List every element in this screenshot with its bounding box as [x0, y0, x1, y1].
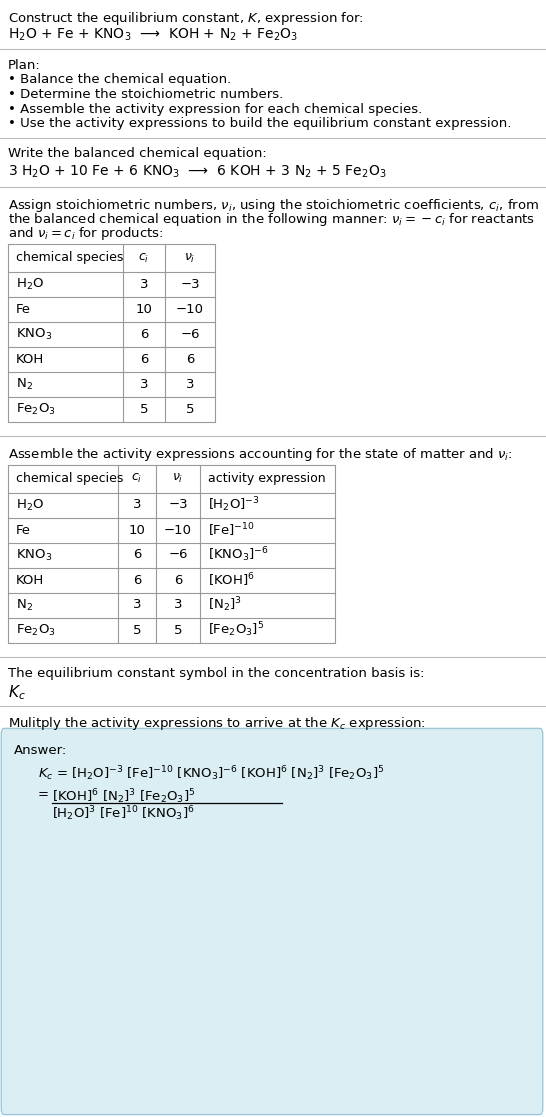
Text: [N$_2$]$^3$: [N$_2$]$^3$: [208, 595, 242, 614]
Text: −3: −3: [180, 278, 200, 292]
Text: 5: 5: [133, 623, 141, 637]
Text: KOH: KOH: [16, 573, 44, 586]
Text: the balanced chemical equation in the following manner: $\nu_i = -c_i$ for react: the balanced chemical equation in the fo…: [8, 211, 535, 228]
Text: −10: −10: [176, 303, 204, 316]
Text: −10: −10: [164, 524, 192, 536]
Text: 6: 6: [133, 548, 141, 562]
Text: 10: 10: [135, 303, 152, 316]
Text: 3: 3: [133, 599, 141, 611]
Text: 6: 6: [133, 573, 141, 586]
Text: [Fe]$^{-10}$: [Fe]$^{-10}$: [208, 522, 255, 538]
Text: 3: 3: [186, 378, 194, 391]
Text: 3: 3: [174, 599, 182, 611]
Text: [H$_2$O]$^3$ [Fe]$^{10}$ [KNO$_3$]$^6$: [H$_2$O]$^3$ [Fe]$^{10}$ [KNO$_3$]$^6$: [52, 804, 195, 823]
Text: • Assemble the activity expression for each chemical species.: • Assemble the activity expression for e…: [8, 103, 422, 115]
Text: [KNO$_3$]$^{-6}$: [KNO$_3$]$^{-6}$: [208, 545, 269, 564]
Text: activity expression: activity expression: [208, 472, 325, 485]
Text: 3: 3: [140, 378, 149, 391]
Text: $c_i$: $c_i$: [132, 472, 143, 485]
Text: • Determine the stoichiometric numbers.: • Determine the stoichiometric numbers.: [8, 88, 283, 101]
Text: $K_c$ = [H$_2$O]$^{-3}$ [Fe]$^{-10}$ [KNO$_3$]$^{-6}$ [KOH]$^6$ [N$_2$]$^3$ [Fe$: $K_c$ = [H$_2$O]$^{-3}$ [Fe]$^{-10}$ [KN…: [38, 764, 384, 783]
Text: −6: −6: [168, 548, 188, 562]
Text: Assemble the activity expressions accounting for the state of matter and $\nu_i$: Assemble the activity expressions accoun…: [8, 446, 513, 464]
Text: chemical species: chemical species: [16, 251, 123, 265]
Text: 3: 3: [133, 498, 141, 512]
Text: H$_2$O: H$_2$O: [16, 497, 44, 513]
Text: and $\nu_i = c_i$ for products:: and $\nu_i = c_i$ for products:: [8, 226, 164, 242]
Text: 5: 5: [140, 403, 149, 416]
Text: Fe$_2$O$_3$: Fe$_2$O$_3$: [16, 622, 56, 638]
Text: −6: −6: [180, 328, 200, 341]
Text: −3: −3: [168, 498, 188, 512]
Text: $\nu_i$: $\nu_i$: [173, 472, 183, 485]
Text: $K_c$: $K_c$: [8, 682, 26, 701]
Text: 3 H$_2$O + 10 Fe + 6 KNO$_3$  ⟶  6 KOH + 3 N$_2$ + 5 Fe$_2$O$_3$: 3 H$_2$O + 10 Fe + 6 KNO$_3$ ⟶ 6 KOH + 3…: [8, 164, 387, 181]
Text: 3: 3: [140, 278, 149, 292]
Text: =: =: [38, 789, 49, 802]
Text: KNO$_3$: KNO$_3$: [16, 547, 52, 563]
Text: Fe$_2$O$_3$: Fe$_2$O$_3$: [16, 402, 56, 417]
Text: Mulitply the activity expressions to arrive at the $K_c$ expression:: Mulitply the activity expressions to arr…: [8, 716, 426, 733]
Text: H$_2$O + Fe + KNO$_3$  ⟶  KOH + N$_2$ + Fe$_2$O$_3$: H$_2$O + Fe + KNO$_3$ ⟶ KOH + N$_2$ + Fe…: [8, 27, 298, 42]
Text: The equilibrium constant symbol in the concentration basis is:: The equilibrium constant symbol in the c…: [8, 667, 424, 679]
Text: $\nu_i$: $\nu_i$: [185, 251, 195, 265]
Text: [KOH]$^6$: [KOH]$^6$: [208, 571, 255, 589]
Text: Answer:: Answer:: [14, 744, 67, 757]
Bar: [8, 465, 335, 642]
Text: H$_2$O: H$_2$O: [16, 277, 44, 292]
Text: 6: 6: [140, 353, 148, 366]
Bar: [8, 244, 215, 422]
Text: • Use the activity expressions to build the equilibrium constant expression.: • Use the activity expressions to build …: [8, 117, 512, 130]
Text: • Balance the chemical equation.: • Balance the chemical equation.: [8, 74, 232, 86]
Text: Construct the equilibrium constant, $K$, expression for:: Construct the equilibrium constant, $K$,…: [8, 10, 364, 27]
Text: KOH: KOH: [16, 353, 44, 366]
Text: [Fe$_2$O$_3$]$^5$: [Fe$_2$O$_3$]$^5$: [208, 621, 264, 639]
Text: N$_2$: N$_2$: [16, 598, 33, 612]
Text: KNO$_3$: KNO$_3$: [16, 327, 52, 342]
Text: $c_i$: $c_i$: [138, 251, 150, 265]
Text: Fe: Fe: [16, 524, 31, 536]
Text: 6: 6: [174, 573, 182, 586]
Text: [H$_2$O]$^{-3}$: [H$_2$O]$^{-3}$: [208, 496, 260, 514]
Text: Assign stoichiometric numbers, $\nu_i$, using the stoichiometric coefficients, $: Assign stoichiometric numbers, $\nu_i$, …: [8, 197, 539, 213]
Text: 10: 10: [128, 524, 145, 536]
Text: [KOH]$^6$ [N$_2$]$^3$ [Fe$_2$O$_3$]$^5$: [KOH]$^6$ [N$_2$]$^3$ [Fe$_2$O$_3$]$^5$: [52, 787, 195, 805]
FancyBboxPatch shape: [1, 728, 543, 1115]
Text: Fe: Fe: [16, 303, 31, 316]
Text: Write the balanced chemical equation:: Write the balanced chemical equation:: [8, 147, 267, 161]
Text: chemical species: chemical species: [16, 472, 123, 485]
Text: 5: 5: [174, 623, 182, 637]
Text: 6: 6: [140, 328, 148, 341]
Text: 5: 5: [186, 403, 194, 416]
Text: N$_2$: N$_2$: [16, 376, 33, 392]
Text: Plan:: Plan:: [8, 59, 41, 71]
Text: 6: 6: [186, 353, 194, 366]
